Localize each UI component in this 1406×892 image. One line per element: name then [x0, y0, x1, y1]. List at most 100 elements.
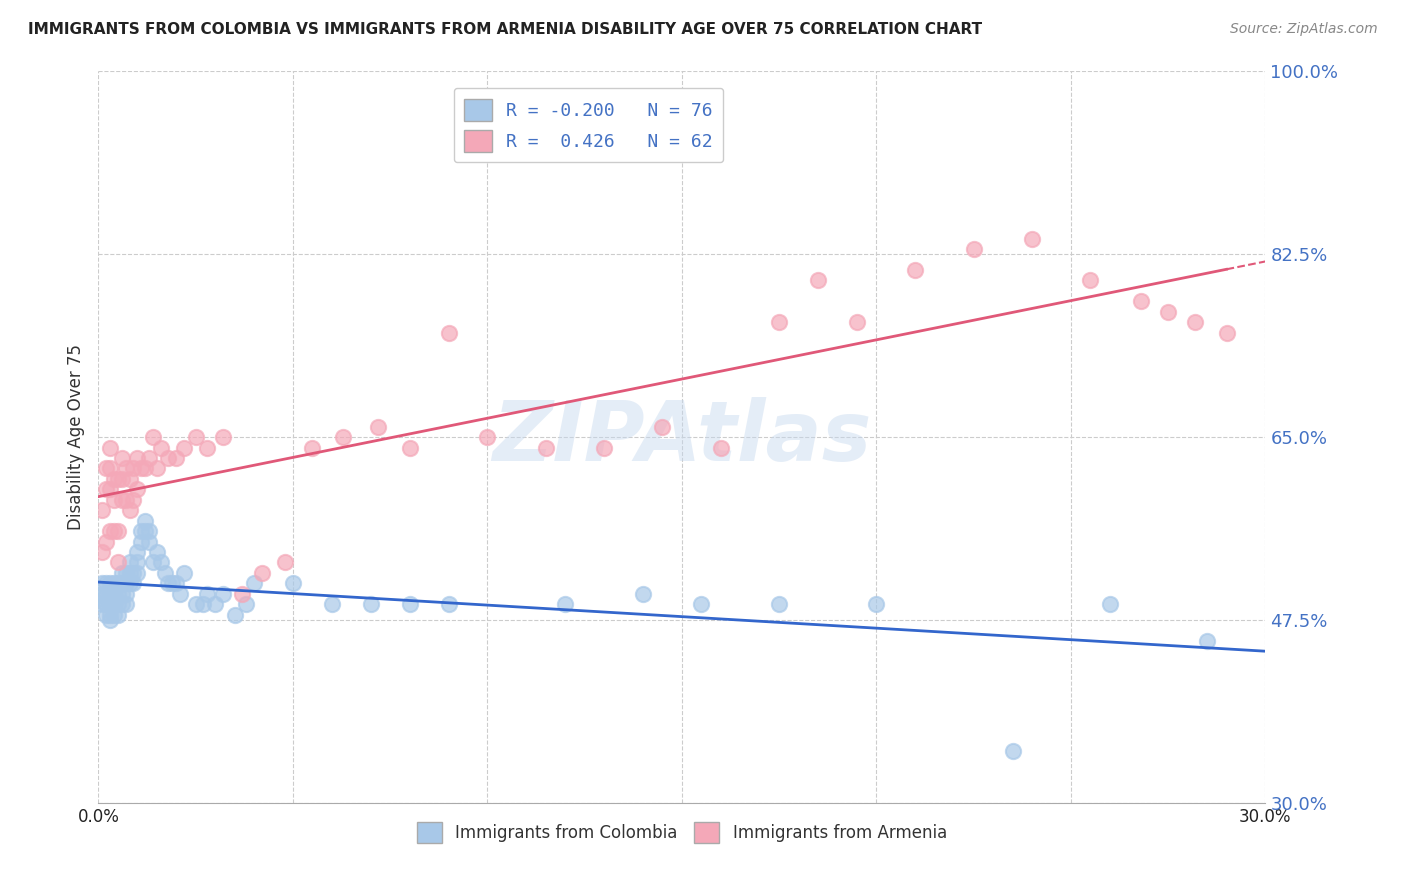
Point	[1195, 633, 1218, 648]
Point	[224, 607, 246, 622]
Point	[96, 587, 118, 601]
Point	[103, 472, 125, 486]
Point	[107, 597, 129, 611]
Point	[118, 472, 141, 486]
Point	[149, 556, 172, 570]
Point	[1001, 743, 1024, 757]
Point	[184, 430, 207, 444]
Text: ZIPAtlas: ZIPAtlas	[492, 397, 872, 477]
Point	[846, 315, 869, 329]
Point	[437, 326, 460, 340]
Point	[212, 430, 235, 444]
Point	[111, 587, 134, 601]
Point	[103, 576, 125, 591]
Point	[98, 483, 121, 497]
Point	[281, 576, 304, 591]
Point	[114, 566, 136, 580]
Point	[138, 450, 160, 465]
Point	[173, 566, 195, 580]
Point	[91, 597, 114, 611]
Point	[477, 430, 499, 444]
Point	[134, 461, 156, 475]
Point	[96, 461, 118, 475]
Text: IMMIGRANTS FROM COLOMBIA VS IMMIGRANTS FROM ARMENIA DISABILITY AGE OVER 75 CORRE: IMMIGRANTS FROM COLOMBIA VS IMMIGRANTS F…	[28, 22, 983, 37]
Point	[398, 597, 420, 611]
Point	[534, 441, 557, 455]
Point	[91, 587, 114, 601]
Point	[593, 441, 616, 455]
Point	[103, 607, 125, 622]
Point	[134, 524, 156, 538]
Point	[231, 587, 253, 601]
Point	[98, 597, 121, 611]
Point	[332, 430, 354, 444]
Point	[768, 597, 790, 611]
Point	[103, 587, 125, 601]
Point	[212, 587, 235, 601]
Point	[301, 441, 323, 455]
Point	[127, 545, 149, 559]
Point	[96, 576, 118, 591]
Point	[243, 576, 266, 591]
Point	[127, 556, 149, 570]
Legend: Immigrants from Colombia, Immigrants from Armenia: Immigrants from Colombia, Immigrants fro…	[411, 815, 953, 849]
Point	[96, 483, 118, 497]
Point	[111, 450, 134, 465]
Point	[127, 450, 149, 465]
Point	[98, 597, 121, 611]
Point	[91, 545, 114, 559]
Point	[169, 587, 191, 601]
Point	[127, 483, 149, 497]
Point	[173, 441, 195, 455]
Point	[122, 461, 145, 475]
Point	[321, 597, 343, 611]
Text: Source: ZipAtlas.com: Source: ZipAtlas.com	[1230, 22, 1378, 37]
Point	[142, 430, 165, 444]
Point	[103, 492, 125, 507]
Point	[157, 576, 180, 591]
Point	[904, 263, 927, 277]
Point	[165, 576, 187, 591]
Point	[250, 566, 273, 580]
Point	[651, 419, 673, 434]
Point	[114, 461, 136, 475]
Point	[162, 576, 184, 591]
Point	[96, 587, 118, 601]
Point	[98, 613, 121, 627]
Point	[107, 587, 129, 601]
Point	[1215, 326, 1237, 340]
Point	[114, 587, 136, 601]
Point	[114, 597, 136, 611]
Point	[398, 441, 420, 455]
Point	[235, 597, 257, 611]
Point	[1129, 294, 1152, 309]
Point	[1021, 231, 1043, 245]
Point	[127, 566, 149, 580]
Point	[118, 576, 141, 591]
Point	[103, 524, 125, 538]
Point	[107, 607, 129, 622]
Point	[690, 597, 713, 611]
Point	[96, 607, 118, 622]
Point	[107, 524, 129, 538]
Point	[184, 597, 207, 611]
Point	[96, 597, 118, 611]
Point	[91, 576, 114, 591]
Point	[111, 597, 134, 611]
Point	[122, 492, 145, 507]
Point	[153, 566, 176, 580]
Point	[865, 597, 887, 611]
Y-axis label: Disability Age Over 75: Disability Age Over 75	[66, 344, 84, 530]
Point	[146, 461, 169, 475]
Point	[111, 472, 134, 486]
Point	[134, 514, 156, 528]
Point	[554, 597, 576, 611]
Point	[107, 576, 129, 591]
Point	[710, 441, 733, 455]
Point	[962, 242, 984, 256]
Point	[146, 545, 169, 559]
Point	[103, 597, 125, 611]
Point	[195, 441, 218, 455]
Point	[367, 419, 389, 434]
Point	[195, 587, 218, 601]
